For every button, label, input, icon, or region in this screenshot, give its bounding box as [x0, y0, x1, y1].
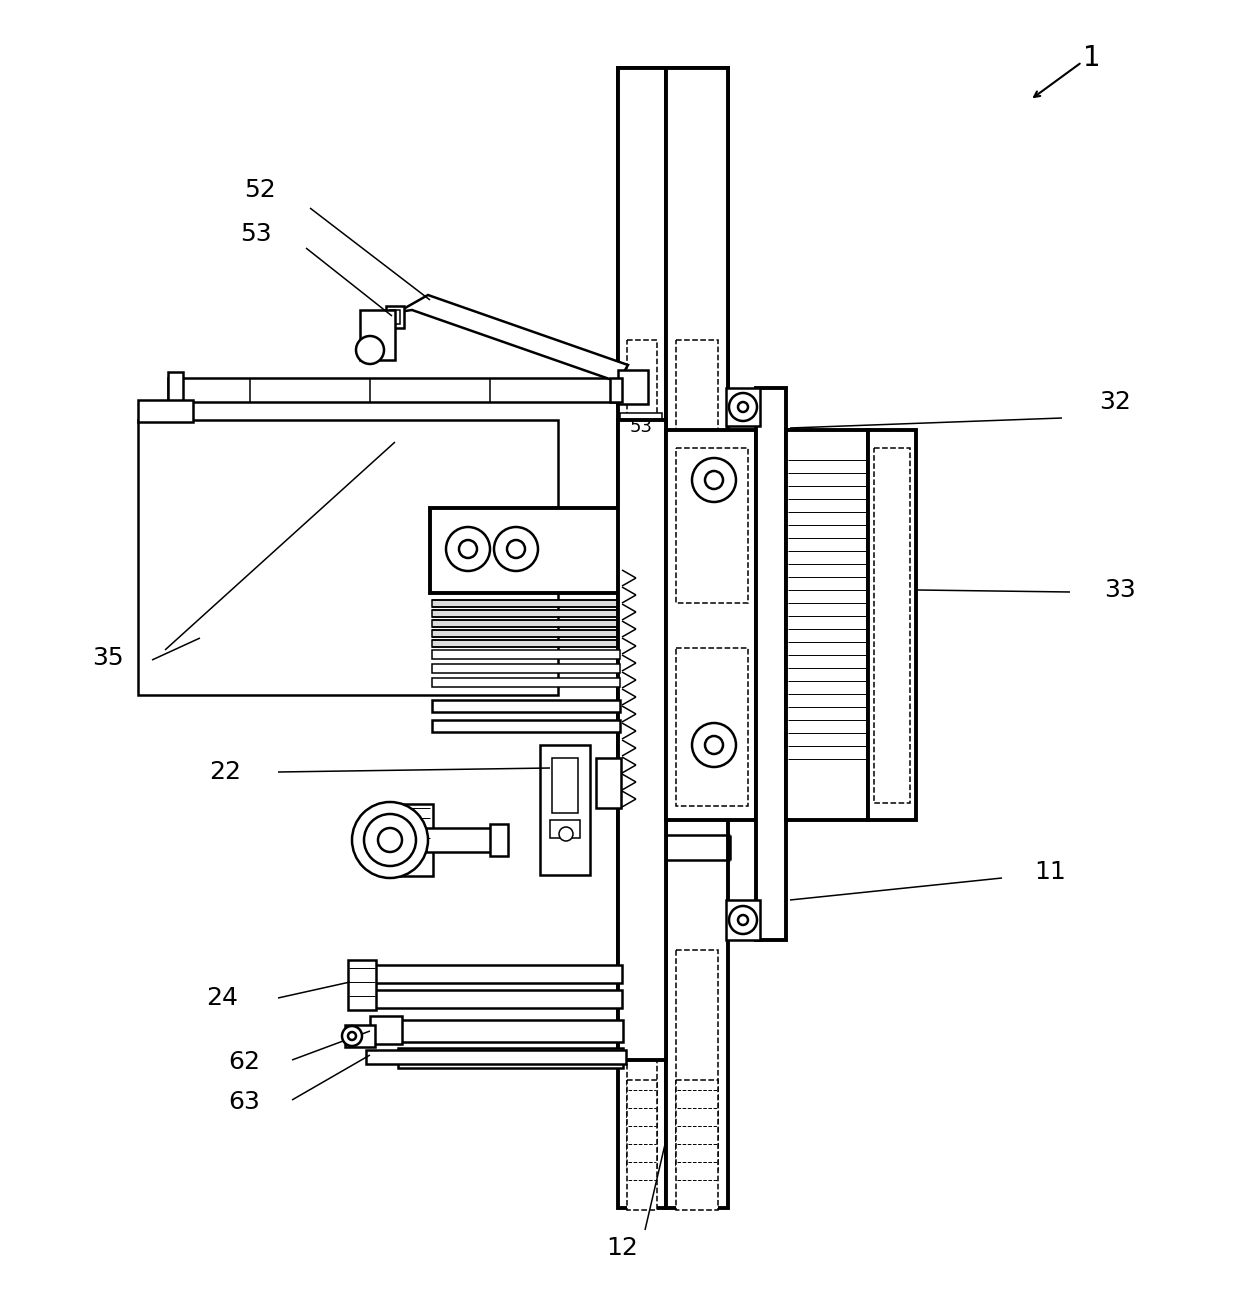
- Bar: [756, 388, 786, 939]
- Bar: [627, 950, 657, 1170]
- Bar: [551, 820, 580, 838]
- Bar: [432, 649, 620, 659]
- Text: 24: 24: [206, 987, 238, 1010]
- Bar: [539, 745, 590, 875]
- Bar: [666, 430, 756, 820]
- Text: 53: 53: [241, 222, 272, 247]
- Bar: [345, 1025, 374, 1047]
- Bar: [366, 1050, 626, 1064]
- Bar: [167, 378, 618, 401]
- Circle shape: [738, 914, 748, 925]
- Circle shape: [507, 541, 525, 558]
- Circle shape: [729, 394, 756, 421]
- Bar: [432, 640, 618, 647]
- Circle shape: [348, 1033, 356, 1040]
- Text: 1: 1: [1084, 45, 1101, 72]
- Polygon shape: [398, 295, 627, 382]
- Bar: [676, 85, 718, 304]
- Circle shape: [459, 541, 477, 558]
- Bar: [725, 900, 760, 939]
- Bar: [596, 758, 621, 808]
- Circle shape: [738, 401, 748, 412]
- Bar: [636, 356, 676, 374]
- Bar: [618, 68, 666, 91]
- Circle shape: [378, 828, 402, 851]
- Text: 62: 62: [228, 1050, 260, 1075]
- Circle shape: [706, 736, 723, 754]
- Bar: [386, 306, 404, 328]
- Text: 33: 33: [1104, 579, 1136, 602]
- Bar: [167, 373, 184, 408]
- Bar: [372, 966, 622, 983]
- Bar: [618, 340, 728, 367]
- Bar: [372, 991, 622, 1008]
- Text: 22: 22: [210, 760, 241, 785]
- Bar: [618, 68, 666, 408]
- Bar: [676, 1080, 718, 1210]
- Bar: [676, 648, 748, 806]
- Bar: [432, 678, 620, 687]
- Text: 11: 11: [1034, 859, 1066, 884]
- Circle shape: [706, 471, 723, 489]
- Bar: [666, 68, 728, 408]
- Text: 53: 53: [630, 419, 652, 436]
- Circle shape: [446, 527, 490, 571]
- Circle shape: [356, 336, 384, 363]
- Circle shape: [729, 907, 756, 934]
- Bar: [432, 600, 618, 607]
- Bar: [427, 828, 494, 851]
- Text: 63: 63: [228, 1090, 260, 1114]
- Bar: [384, 804, 433, 876]
- Bar: [868, 430, 916, 820]
- Bar: [432, 630, 618, 638]
- Bar: [786, 430, 868, 820]
- Bar: [490, 824, 508, 855]
- Bar: [618, 420, 666, 1060]
- Circle shape: [352, 802, 428, 878]
- Circle shape: [342, 1026, 362, 1046]
- Bar: [618, 68, 666, 1208]
- Bar: [618, 370, 649, 404]
- Bar: [398, 1048, 622, 1068]
- Bar: [676, 340, 718, 621]
- Bar: [676, 950, 718, 1170]
- Bar: [620, 413, 662, 441]
- Bar: [370, 1015, 402, 1044]
- Bar: [635, 68, 655, 80]
- Bar: [432, 720, 620, 732]
- Bar: [676, 447, 748, 604]
- Text: 12: 12: [606, 1236, 637, 1260]
- Bar: [432, 664, 620, 673]
- Bar: [138, 400, 193, 422]
- Bar: [360, 310, 396, 359]
- Bar: [432, 621, 618, 627]
- Text: 32: 32: [1099, 390, 1131, 415]
- Bar: [430, 508, 622, 593]
- Bar: [552, 758, 578, 813]
- Text: 35: 35: [92, 646, 124, 670]
- Bar: [432, 701, 620, 712]
- Circle shape: [559, 827, 573, 841]
- Bar: [666, 68, 728, 1208]
- Bar: [725, 388, 760, 426]
- Bar: [666, 68, 728, 91]
- Circle shape: [494, 527, 538, 571]
- Bar: [627, 1080, 657, 1210]
- Circle shape: [692, 458, 737, 502]
- Bar: [348, 960, 376, 1010]
- Text: 52: 52: [244, 178, 275, 202]
- Bar: [432, 610, 618, 617]
- Circle shape: [692, 723, 737, 768]
- Bar: [627, 340, 657, 621]
- Circle shape: [365, 813, 415, 866]
- Bar: [398, 1019, 622, 1042]
- Bar: [610, 378, 622, 401]
- Bar: [627, 85, 657, 304]
- Bar: [874, 447, 910, 803]
- Bar: [138, 420, 558, 695]
- Bar: [391, 310, 401, 324]
